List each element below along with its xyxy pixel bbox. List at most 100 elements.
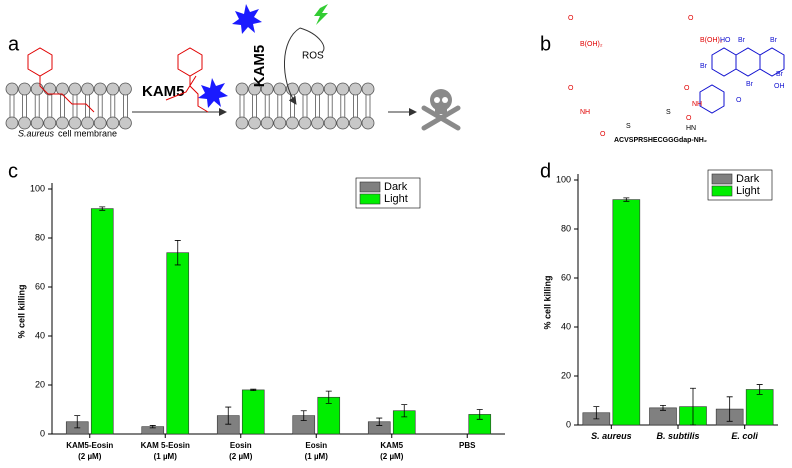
lipid-head <box>361 82 375 96</box>
chemical-structure: O B(OH)₂ O NH O S O B(OH)₂ O NH S O HN A… <box>27 15 785 144</box>
ros-arrow <box>299 27 325 53</box>
lipid-head <box>119 82 132 96</box>
lipid-head <box>5 82 19 96</box>
atom-label: Br <box>770 37 778 44</box>
error-bar <box>300 410 307 421</box>
y-tick-label: 100 <box>556 174 571 184</box>
lipid-head <box>5 116 19 130</box>
error-bar <box>99 206 106 211</box>
light-bolt <box>314 4 328 25</box>
ros-label: ROS <box>302 51 324 62</box>
atom-label: Br <box>776 71 784 78</box>
x-tick-label: B. subtilis <box>656 431 700 441</box>
error-bar <box>726 396 733 422</box>
atom-label: HN <box>686 125 696 132</box>
panel-label: a <box>8 33 20 55</box>
legend-swatch <box>359 181 381 193</box>
panel-label: d <box>540 160 551 182</box>
peptide-label: KAM5 <box>251 45 268 88</box>
lipid-head <box>273 116 287 130</box>
bar <box>745 389 774 426</box>
ring <box>177 47 203 77</box>
membrane-label: cell membrane <box>58 128 117 138</box>
y-axis-label: % cell killing <box>16 284 26 338</box>
membrane-diagram <box>5 82 375 130</box>
y-tick-label: 60 <box>35 281 45 291</box>
lipid-head <box>311 82 325 96</box>
error-bar <box>74 415 81 429</box>
error-bar <box>476 409 483 420</box>
lipid-head <box>323 116 337 130</box>
lipid-head <box>106 82 120 96</box>
y-tick-label: 80 <box>35 232 45 242</box>
x-tick-label: Eosin (1 µM) <box>304 441 328 461</box>
atom-label: B(OH)₂ <box>580 41 603 48</box>
lipid-head <box>260 82 274 96</box>
atom-label: O <box>684 85 690 92</box>
lipid-head <box>361 116 375 130</box>
lipid-head <box>348 116 362 130</box>
ring <box>711 47 737 77</box>
atom-label: O <box>686 115 692 122</box>
legend-swatch <box>711 185 733 197</box>
error-bar <box>660 405 666 411</box>
error-bar <box>756 384 763 395</box>
bar <box>612 199 641 426</box>
y-tick-label: 100 <box>30 183 45 193</box>
atom-label: O <box>568 15 574 22</box>
lipid-head <box>119 116 132 130</box>
lipid-head <box>273 82 287 96</box>
lipid-head <box>43 82 57 96</box>
x-tick-label: KAM5-Eosin (2 µM) <box>66 441 114 461</box>
lipid-head <box>348 82 362 96</box>
error-bar <box>690 387 696 426</box>
ros-arrow <box>284 27 301 105</box>
lipid-head <box>298 116 312 130</box>
y-tick-label: 80 <box>561 223 571 233</box>
y-tick-label: 0 <box>566 419 571 429</box>
legend-label: Dark <box>384 181 408 193</box>
error-bar <box>593 406 600 420</box>
x-tick-label: E. coli <box>731 431 758 441</box>
atom-label: OH <box>774 83 785 90</box>
panel-label: c <box>8 160 18 182</box>
atom-label: O <box>600 131 606 138</box>
y-tick-label: 40 <box>561 321 571 331</box>
atom-label: Br <box>738 37 746 44</box>
x-tick-label: Eosin (2 µM) <box>229 441 253 461</box>
bar <box>241 389 265 435</box>
ring <box>27 47 53 77</box>
atom-label: NH <box>692 101 702 108</box>
atom-label: O <box>736 97 742 104</box>
atom-label: NH <box>580 109 590 116</box>
lipid-head <box>285 116 299 130</box>
bar <box>166 252 190 435</box>
y-tick-label: 20 <box>35 379 45 389</box>
lipid-head <box>30 116 44 130</box>
legend-swatch <box>359 193 381 205</box>
lipid-head <box>68 82 82 96</box>
x-tick-label: S. aureus <box>591 431 632 441</box>
lipid-head <box>93 116 107 130</box>
error-bar <box>250 388 257 392</box>
eosin-star <box>198 78 228 108</box>
error-bar <box>623 197 630 202</box>
lipid-head <box>248 82 262 96</box>
lipid-head <box>260 116 274 130</box>
y-tick-label: 40 <box>35 330 45 340</box>
lipid-head <box>336 116 350 130</box>
lipid-head <box>298 82 312 96</box>
x-tick-label: KAM5 (2 µM) <box>380 441 404 461</box>
lipid-head <box>248 116 262 130</box>
lipid-head <box>235 82 249 96</box>
ring <box>759 47 785 77</box>
error-bar <box>325 390 332 404</box>
peptide-sequence: ACVSPRSHECGGGdap-NH₂ <box>614 137 707 144</box>
bond <box>189 76 209 113</box>
x-tick-label: KAM 5-Eosin (1 µM) <box>140 441 190 461</box>
bond <box>39 76 95 113</box>
x-tick-label: PBS <box>459 441 476 450</box>
y-tick-label: 0 <box>40 428 45 438</box>
lipid-head <box>235 116 249 130</box>
